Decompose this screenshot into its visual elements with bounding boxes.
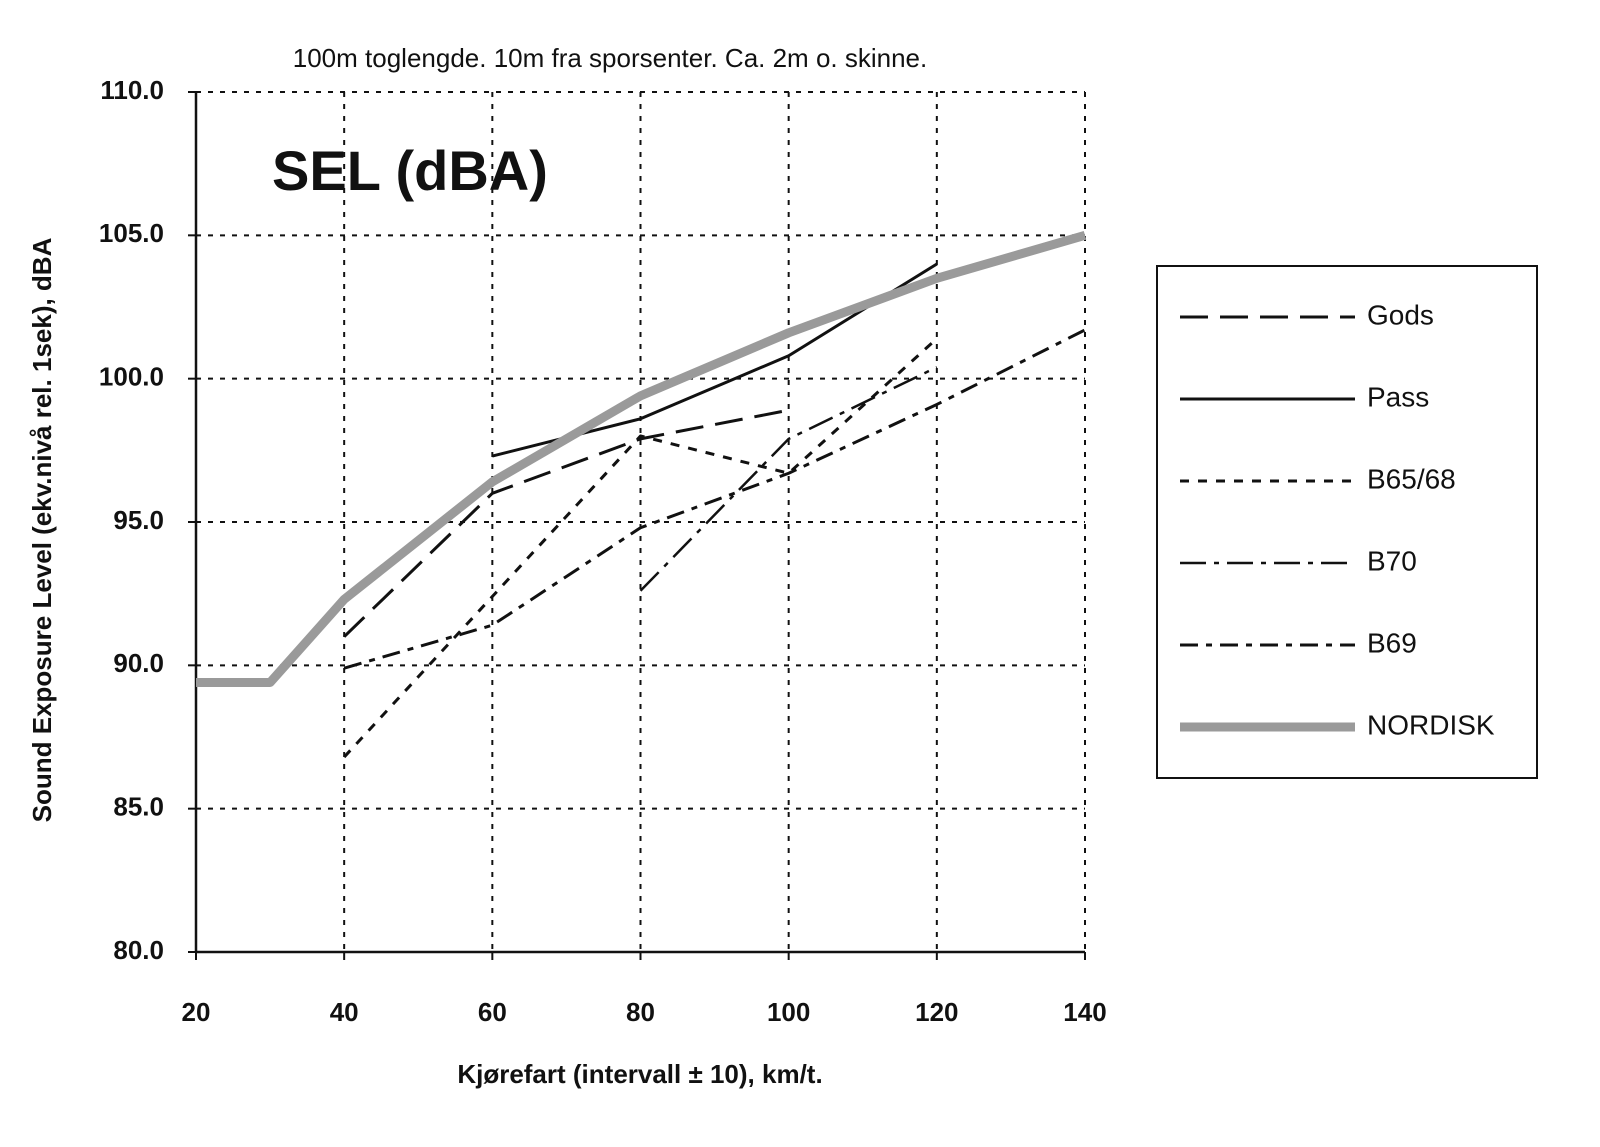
series-line [343,328,1086,670]
series-line [343,408,789,638]
legend-label: Pass [1367,381,1429,412]
annotation: SEL (dBA) [272,139,548,202]
y-tick-label: 105.0 [99,218,164,248]
legend-label: B69 [1367,627,1417,658]
x-tick-label: 40 [330,997,359,1027]
x-tick-label: 120 [915,997,958,1027]
y-tick-label: 95.0 [113,505,164,535]
x-tick-label: 60 [478,997,507,1027]
y-axis-label: Sound Exposure Level (ekv.nivå rel. 1sek… [27,237,57,822]
series-line [343,337,938,759]
y-tick-label: 110.0 [100,75,164,105]
y-tick-label: 100.0 [99,362,164,392]
x-tick-label: 80 [626,997,655,1027]
legend-label: NORDISK [1367,709,1495,740]
x-axis-label: Kjørefart (intervall ± 10), km/t. [457,1059,822,1089]
x-tick-label: 20 [182,997,211,1027]
chart-title: 100m toglengde. 10m fra sporsenter. Ca. … [293,43,927,73]
series-line [639,366,938,592]
legend-label: B70 [1367,545,1417,576]
y-tick-label: 80.0 [113,935,164,965]
y-tick-label: 85.0 [113,792,164,822]
y-tick-label: 90.0 [113,648,164,678]
series-line [196,231,1087,688]
x-tick-label: 100 [767,997,810,1027]
legend-label: B65/68 [1367,463,1456,494]
x-tick-label: 140 [1063,997,1106,1027]
legend-box [1156,265,1538,779]
legend-label: Gods [1367,299,1434,330]
